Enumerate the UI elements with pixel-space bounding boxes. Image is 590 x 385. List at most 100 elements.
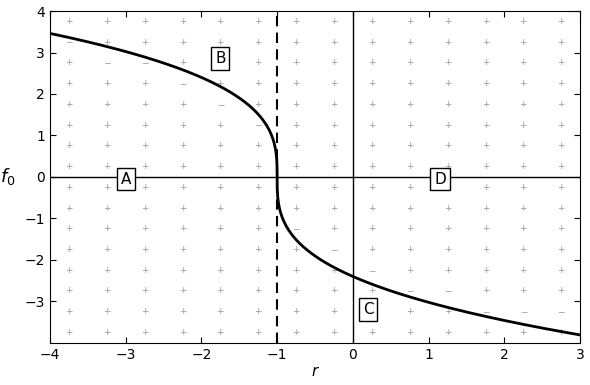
Text: +: + bbox=[406, 162, 414, 171]
Text: +: + bbox=[481, 224, 489, 233]
Text: +: + bbox=[65, 162, 73, 171]
Text: +: + bbox=[368, 162, 376, 171]
Text: +: + bbox=[444, 328, 451, 337]
Text: +: + bbox=[141, 266, 148, 275]
Text: +: + bbox=[254, 307, 262, 316]
Text: +: + bbox=[330, 204, 337, 213]
Text: +: + bbox=[444, 183, 451, 192]
Text: +: + bbox=[520, 121, 527, 130]
Text: +: + bbox=[520, 224, 527, 233]
Text: +: + bbox=[444, 204, 451, 213]
Text: +: + bbox=[141, 17, 148, 26]
Text: +: + bbox=[141, 245, 148, 254]
Text: +: + bbox=[65, 183, 73, 192]
Text: +: + bbox=[330, 79, 337, 88]
Text: +: + bbox=[558, 79, 565, 88]
Text: +: + bbox=[330, 121, 337, 130]
Text: +: + bbox=[368, 245, 376, 254]
Text: +: + bbox=[444, 141, 451, 150]
Text: +: + bbox=[141, 141, 148, 150]
Text: +: + bbox=[217, 286, 224, 295]
Text: +: + bbox=[141, 328, 148, 337]
Y-axis label: $f_0$: $f_0$ bbox=[0, 166, 15, 187]
Text: +: + bbox=[292, 183, 300, 192]
Text: +: + bbox=[558, 121, 565, 130]
Text: D: D bbox=[434, 171, 446, 186]
Text: +: + bbox=[481, 328, 489, 337]
Text: −: − bbox=[406, 286, 414, 295]
Text: +: + bbox=[406, 38, 414, 47]
Text: A: A bbox=[120, 171, 131, 186]
Text: +: + bbox=[368, 183, 376, 192]
Text: +: + bbox=[103, 183, 110, 192]
Text: +: + bbox=[65, 121, 73, 130]
Text: B: B bbox=[215, 51, 225, 66]
Text: +: + bbox=[520, 204, 527, 213]
Text: +: + bbox=[103, 204, 110, 213]
Text: +: + bbox=[254, 38, 262, 47]
Text: +: + bbox=[520, 59, 527, 67]
Text: +: + bbox=[481, 121, 489, 130]
Text: +: + bbox=[330, 224, 337, 233]
Text: +: + bbox=[330, 286, 337, 295]
Text: −: − bbox=[141, 59, 148, 67]
Text: +: + bbox=[292, 266, 300, 275]
Text: +: + bbox=[217, 224, 224, 233]
Text: +: + bbox=[520, 38, 527, 47]
Text: +: + bbox=[481, 59, 489, 67]
Text: +: + bbox=[520, 266, 527, 275]
Text: +: + bbox=[217, 162, 224, 171]
Text: +: + bbox=[330, 162, 337, 171]
Text: +: + bbox=[217, 183, 224, 192]
Text: +: + bbox=[368, 79, 376, 88]
Text: +: + bbox=[330, 59, 337, 67]
Text: +: + bbox=[558, 141, 565, 150]
Text: +: + bbox=[141, 286, 148, 295]
Text: +: + bbox=[65, 266, 73, 275]
Text: +: + bbox=[217, 307, 224, 316]
Text: −: − bbox=[292, 224, 300, 233]
Text: +: + bbox=[254, 204, 262, 213]
Text: +: + bbox=[558, 162, 565, 171]
Text: +: + bbox=[179, 38, 186, 47]
Text: +: + bbox=[103, 38, 110, 47]
Text: +: + bbox=[179, 307, 186, 316]
Text: +: + bbox=[406, 17, 414, 26]
Text: +: + bbox=[406, 245, 414, 254]
Text: +: + bbox=[481, 17, 489, 26]
Text: +: + bbox=[444, 162, 451, 171]
Text: +: + bbox=[65, 286, 73, 295]
Text: +: + bbox=[179, 17, 186, 26]
Text: +: + bbox=[217, 141, 224, 150]
Text: +: + bbox=[103, 121, 110, 130]
Text: +: + bbox=[481, 79, 489, 88]
Text: +: + bbox=[103, 141, 110, 150]
Text: +: + bbox=[406, 141, 414, 150]
Text: +: + bbox=[141, 307, 148, 316]
Text: +: + bbox=[368, 224, 376, 233]
Text: +: + bbox=[481, 162, 489, 171]
Text: +: + bbox=[254, 79, 262, 88]
Text: +: + bbox=[179, 59, 186, 67]
Text: +: + bbox=[179, 121, 186, 130]
Text: +: + bbox=[103, 328, 110, 337]
Text: −: − bbox=[330, 245, 337, 254]
Text: +: + bbox=[520, 286, 527, 295]
Text: +: + bbox=[65, 245, 73, 254]
Text: +: + bbox=[179, 141, 186, 150]
Text: +: + bbox=[217, 266, 224, 275]
Text: +: + bbox=[444, 121, 451, 130]
Text: −: − bbox=[254, 121, 262, 130]
Text: +: + bbox=[254, 183, 262, 192]
Text: +: + bbox=[330, 141, 337, 150]
Text: +: + bbox=[217, 79, 224, 88]
Text: +: + bbox=[330, 100, 337, 109]
Text: +: + bbox=[292, 245, 300, 254]
Text: −: − bbox=[217, 100, 224, 109]
Text: +: + bbox=[292, 204, 300, 213]
Text: +: + bbox=[65, 79, 73, 88]
Text: +: + bbox=[558, 204, 565, 213]
Text: +: + bbox=[65, 59, 73, 67]
Text: +: + bbox=[179, 266, 186, 275]
Text: +: + bbox=[558, 286, 565, 295]
